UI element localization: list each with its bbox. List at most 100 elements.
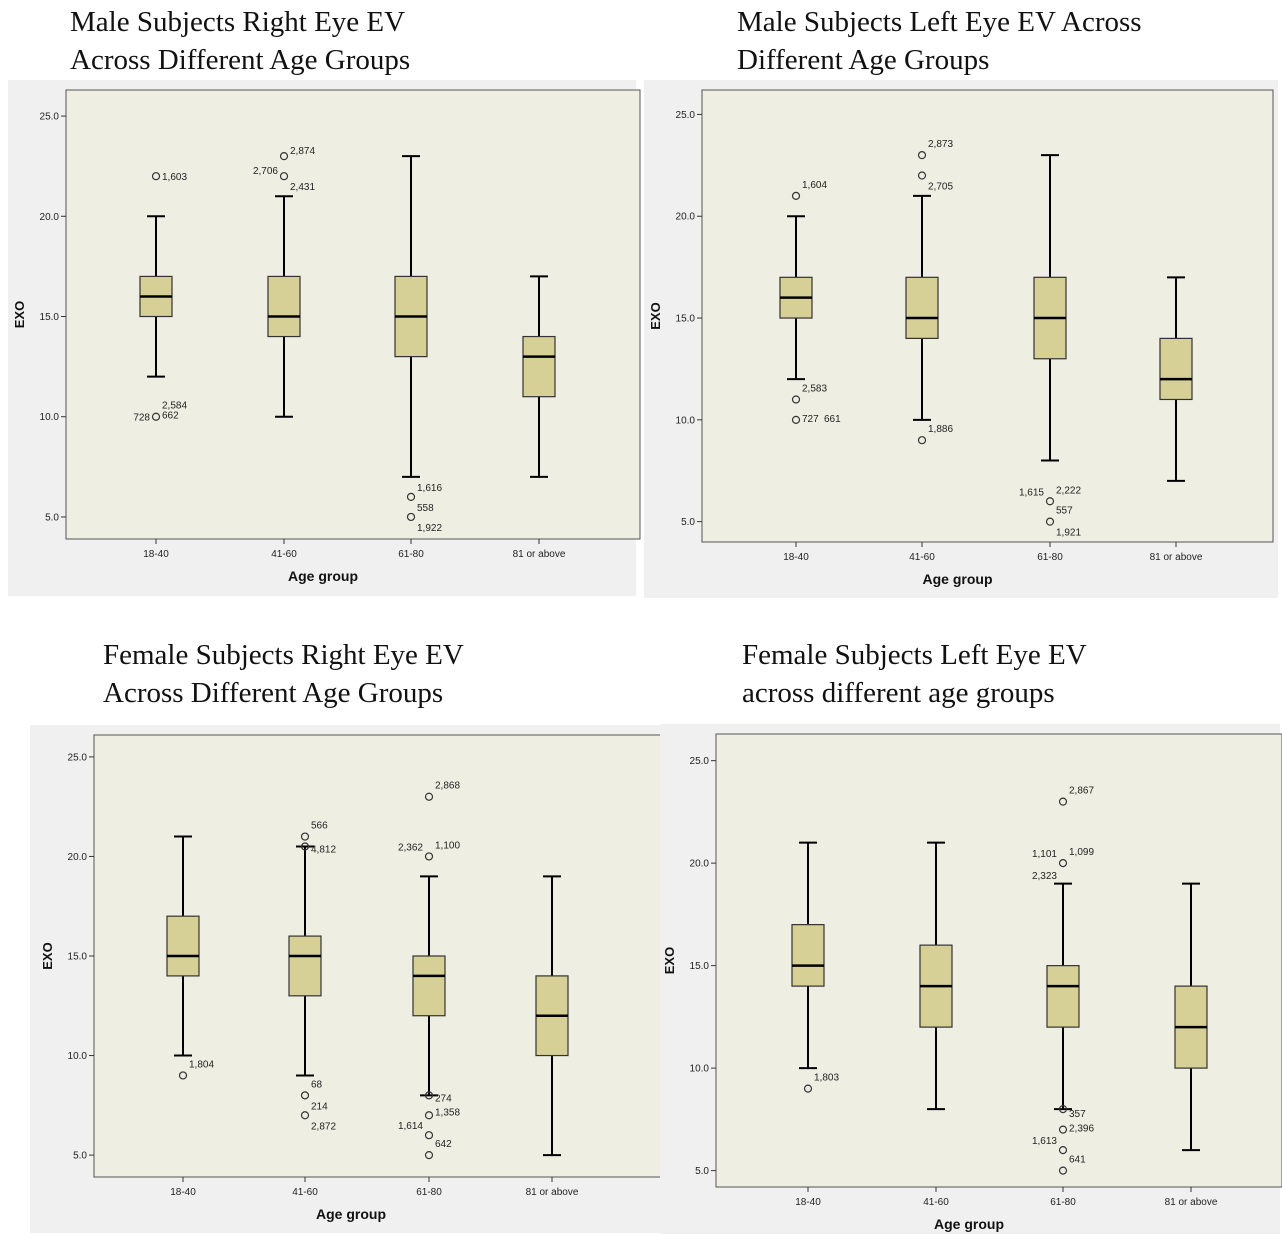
outlier-label: 1,886 [928,424,953,435]
x-tick-label: 41-60 [923,1197,949,1208]
box-group-41-60 [267,195,301,418]
outlier-label: 1,358 [435,1107,460,1118]
outlier-label: 2,868 [435,781,460,792]
x-tick-label: 41-60 [271,549,297,560]
outlier-point [791,415,801,424]
outlier-label: 1,921 [1056,528,1081,539]
x-axis-label: Age group [288,568,358,584]
y-tick-label: 5.0 [681,517,695,528]
outlier-point [1045,497,1055,506]
x-tick-label: 18-40 [795,1197,821,1208]
x-tick-label: 61-80 [398,549,424,560]
outlier-label: 214 [311,1101,328,1112]
boxplot-female-right-eye: 5.0 10.0 15.0 20.0 25.0 EXO 18-40 41-60 61-80 81 … [30,725,669,1233]
outlier-point [300,842,310,851]
outlier-point [300,1111,310,1120]
outlier-label: 558 [417,503,434,514]
outlier-point [791,395,801,404]
box-iqr [791,924,825,987]
outlier-label: 1,616 [417,483,442,494]
y-tick-label: 25.0 [690,756,710,767]
x-tick-label: 41-60 [909,552,935,563]
x-axis-label: Age group [923,571,993,587]
chart-title-line: Male Subjects Right Eye EV [70,6,406,38]
x-tick-label: 18-40 [783,552,809,563]
box-iqr [166,915,200,977]
outlier-label: 1,604 [802,180,827,191]
outlier-point [1058,1105,1068,1114]
x-tick-label: 18-40 [143,549,169,560]
x-tick-label: 41-60 [292,1187,318,1198]
outlier-point [151,412,161,421]
y-tick-label: 5.0 [73,1151,87,1162]
x-tick-label: 81 or above [513,549,566,560]
chart-title-line: Across Different Age Groups [103,677,444,709]
outlier-label: 2,222 [1056,485,1081,496]
outlier-label: 728 [133,413,150,424]
outlier-point [1058,1125,1068,1134]
outlier-label: 2,872 [311,1121,336,1132]
box-group-41-60 [905,194,939,421]
outlier-point [791,191,801,200]
outlier-label: 68 [311,1079,323,1090]
x-tick-label: 18-40 [170,1187,196,1198]
y-tick-label: 25.0 [676,110,696,121]
y-tick-label: 15.0 [690,961,710,972]
outlier-label: 1,100 [435,840,460,851]
box-iqr [522,335,556,398]
outlier-point [424,1091,434,1100]
y-tick-label: 10.0 [40,412,60,423]
boxplot-female-left-eye: 5.0 10.0 15.0 20.0 25.0 EXO 18-40 41-60 61-80 81 … [660,724,1282,1234]
outlier-point [424,792,434,801]
x-tick-label: 81 or above [1150,552,1203,563]
outlier-label: 1,101 [1032,849,1057,860]
outlier-point [1045,517,1055,526]
chart-title: Male Subjects Right Eye EV Across Differ… [70,3,410,79]
outlier-label: 641 [1069,1155,1086,1166]
outlier-point [1058,859,1068,868]
chart-title-line: Female Subjects Right Eye EV [103,639,464,671]
outlier-label: 642 [435,1139,452,1150]
y-axis-label: EXO [40,942,55,969]
outlier-point [1058,1146,1068,1155]
chart-title-line: Across Different Age Groups [70,44,411,76]
outlier-label: 2,867 [1069,786,1094,797]
chart-title: Female Subjects Right Eye EV Across Diff… [103,636,464,712]
box-group-18-40 [139,215,173,378]
box-iqr [1046,965,1080,1028]
y-tick-label: 15.0 [68,952,88,963]
outlier-point [279,152,289,161]
chart-title-line: across different age groups [742,677,1055,709]
outlier-label: 1,803 [814,1073,839,1084]
outlier-label: 1,614 [398,1121,423,1132]
outlier-label: 357 [1069,1109,1086,1120]
outlier-label: 2,396 [1069,1124,1094,1135]
y-tick-label: 20.0 [68,852,88,863]
boxplot-male-left-eye: 5.0 10.0 15.0 20.0 25.0 EXO 18-40 41-60 61-80 81 … [644,80,1278,598]
box-iqr [267,275,301,338]
x-axis-label: Age group [316,1206,386,1222]
box-group-81-or-above [535,875,569,1157]
y-tick-label: 25.0 [68,752,88,763]
box-iqr [412,955,446,1017]
chart-title-line: Male Subjects Left Eye EV Across [737,6,1142,38]
box-group-81-or-above [1159,276,1193,482]
outlier-point [1058,1166,1068,1175]
box-group-61-80 [394,155,428,478]
box-group-18-40 [779,215,813,381]
outlier-label: 1,804 [189,1059,214,1070]
y-tick-label: 5.0 [695,1166,709,1177]
outlier-label: 1,603 [162,172,187,183]
box-group-61-80 [1046,882,1080,1111]
y-tick-label: 10.0 [68,1051,88,1062]
box-iqr [905,276,939,339]
outlier-label: 727 [802,414,819,425]
chart-title-line: Different Age Groups [737,44,990,76]
x-tick-label: 61-80 [1050,1197,1076,1208]
x-tick-label: 81 or above [1165,1197,1218,1208]
box-group-61-80 [1033,154,1067,462]
outlier-point [178,1071,188,1080]
x-tick-label: 81 or above [526,1187,579,1198]
outlier-point [300,832,310,841]
outlier-label: 2,705 [928,182,953,193]
